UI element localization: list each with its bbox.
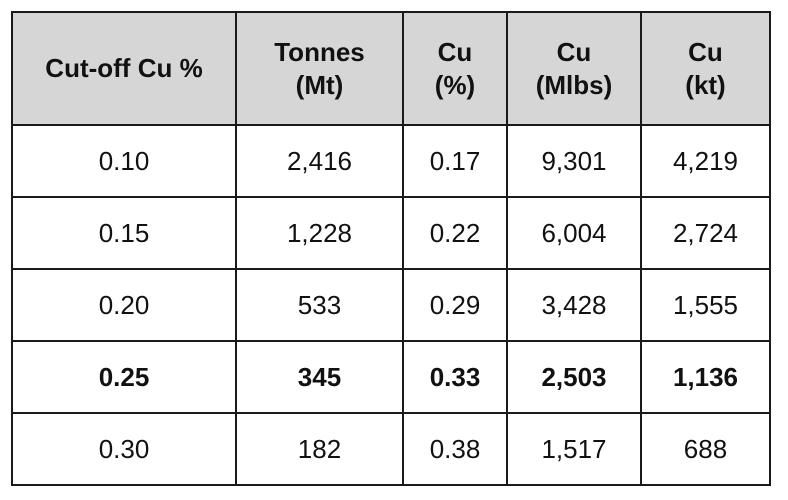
cell-cu-percent: 0.29 [402, 268, 508, 342]
header-cu-mlbs-unit: (Mlbs) [535, 69, 613, 100]
cell-cu-percent: 0.33 [402, 340, 508, 414]
header-cu-mlbs-label: Cu [556, 37, 592, 67]
cell-cu-kt: 1,136 [640, 340, 771, 414]
cell-cutoff: 0.10 [11, 124, 237, 198]
cell-cutoff: 0.25 [11, 340, 237, 414]
header-tonnes-label: Tonnes [274, 37, 365, 67]
header-cu-percent-label: Cu [437, 37, 473, 67]
cell-tonnes: 1,228 [235, 196, 404, 270]
cell-tonnes: 182 [235, 412, 404, 486]
cell-cu-mlbs: 9,301 [506, 124, 642, 198]
cell-cu-mlbs: 3,428 [506, 268, 642, 342]
cell-tonnes: 345 [235, 340, 404, 414]
header-row: Cut-off Cu % Tonnes (Mt) Cu (%) Cu (Mlbs… [11, 11, 771, 126]
table-row: 0.20 533 0.29 3,428 1,555 [11, 268, 771, 342]
table-row: 0.15 1,228 0.22 6,004 2,724 [11, 196, 771, 270]
header-tonnes-unit: (Mt) [295, 69, 344, 100]
table-row-highlighted: 0.25 345 0.33 2,503 1,136 [11, 340, 771, 414]
cell-cu-kt: 688 [640, 412, 771, 486]
header-cu-percent-unit: (%) [434, 69, 476, 100]
cell-cu-kt: 1,555 [640, 268, 771, 342]
cell-tonnes: 2,416 [235, 124, 404, 198]
header-cutoff-label: Cut-off Cu % [45, 53, 203, 84]
table-row: 0.10 2,416 0.17 9,301 4,219 [11, 124, 771, 198]
cell-cu-kt: 2,724 [640, 196, 771, 270]
cell-cutoff: 0.20 [11, 268, 237, 342]
cell-cu-kt: 4,219 [640, 124, 771, 198]
cell-cu-mlbs: 1,517 [506, 412, 642, 486]
cell-cu-mlbs: 6,004 [506, 196, 642, 270]
header-tonnes: Tonnes (Mt) [235, 11, 404, 126]
header-cu-kt: Cu (kt) [640, 11, 771, 126]
table-row: 0.30 182 0.38 1,517 688 [11, 412, 771, 486]
cell-cu-percent: 0.22 [402, 196, 508, 270]
cell-tonnes: 533 [235, 268, 404, 342]
header-cu-percent: Cu (%) [402, 11, 508, 126]
cell-cu-percent: 0.38 [402, 412, 508, 486]
cell-cutoff: 0.15 [11, 196, 237, 270]
cell-cu-percent: 0.17 [402, 124, 508, 198]
header-cu-kt-label: Cu [688, 37, 723, 67]
header-cutoff: Cut-off Cu % [11, 11, 237, 126]
cell-cu-mlbs: 2,503 [506, 340, 642, 414]
header-cu-kt-unit: (kt) [685, 69, 726, 100]
header-cu-mlbs: Cu (Mlbs) [506, 11, 642, 126]
cell-cutoff: 0.30 [11, 412, 237, 486]
cutoff-grade-table: Cut-off Cu % Tonnes (Mt) Cu (%) Cu (Mlbs… [11, 11, 771, 486]
